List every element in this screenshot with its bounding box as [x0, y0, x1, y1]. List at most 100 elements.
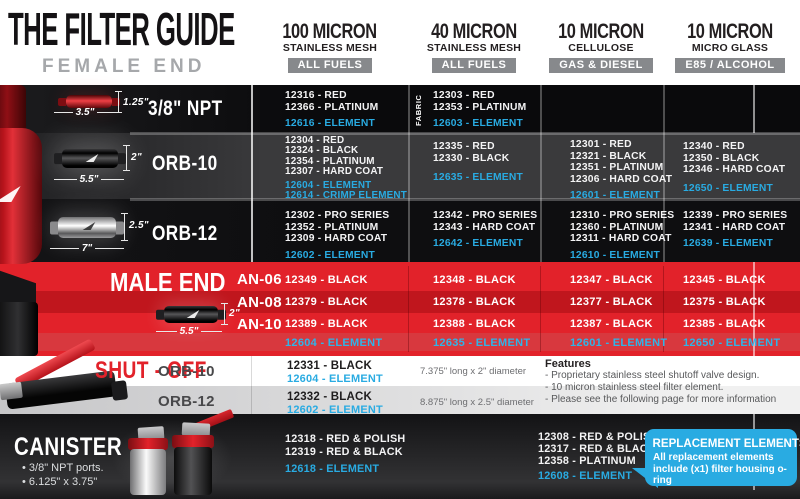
element-part-numbers: 12616 - ELEMENT: [285, 118, 375, 129]
element-part-numbers: 12618 - ELEMENT: [285, 463, 380, 475]
part-numbers: 12342 - PRO SERIES 12343 - HARD COAT: [433, 210, 538, 233]
aeromotive-logo-icon: [186, 310, 200, 319]
part-number: 12388 - BLACK: [433, 318, 516, 330]
part-numbers: 12304 - RED 12324 - BLACK 12354 - PLATIN…: [285, 135, 384, 178]
male-length-label: 5.5": [179, 326, 199, 337]
part-number: 12349 - BLACK: [285, 274, 368, 286]
npt-length-dimension: 3.5": [54, 107, 116, 118]
part-number: 12385 - BLACK: [683, 318, 766, 330]
part-number: 12389 - BLACK: [285, 318, 368, 330]
shutoff-orb10-size: 7.375" long x 2" diameter: [420, 366, 527, 377]
cell-canister-100micron: 12318 - RED & POLISH 12319 - RED & BLACK…: [285, 433, 405, 476]
orb10-filter-image: [62, 149, 118, 168]
part-number: 12378 - BLACK: [433, 296, 516, 308]
female-end-heading: FEMALE END: [42, 56, 206, 77]
fuel-badge: GAS & DIESEL: [549, 58, 653, 73]
part-number: 12332 - BLACK: [287, 391, 373, 403]
column-media: STAINLESS MESH: [282, 42, 378, 54]
element-part-number: 12650 - ELEMENT: [683, 337, 781, 349]
element-part-number: 12635 - ELEMENT: [433, 337, 531, 349]
shutoff-orb12-size: 8.875" long x 2.5" diameter: [420, 397, 534, 408]
column-micron: 100 MICRON: [282, 20, 378, 43]
npt-length-label: 3.5": [75, 107, 95, 118]
replacement-elements-callout: REPLACEMENT ELEMENTS All replacement ele…: [645, 429, 800, 486]
male-element-stripe: [0, 333, 800, 351]
element-part-numbers: 12601 - ELEMENT: [570, 190, 660, 201]
edge-line-male: [753, 262, 755, 356]
element-part-numbers: 12602 - ELEMENT: [285, 249, 375, 261]
orb12-filter-image: [58, 217, 116, 238]
row-npt-bg: [0, 85, 800, 133]
element-part-numbers: 12610 - ELEMENT: [570, 249, 660, 261]
male-filter-image: [164, 306, 218, 323]
page-title: THE FILTER GUIDE: [8, 2, 413, 56]
element-part-numbers: 12608 - ELEMENT: [538, 470, 633, 482]
element-part-number: 12604 - ELEMENT: [285, 337, 383, 349]
part-numbers: 12308 - RED & POLISH 12317 - RED & BLACK…: [538, 431, 659, 467]
cell-orb12-microglass: 12339 - PRO SERIES 12341 - HARD COAT 126…: [683, 210, 787, 250]
part-number: 12377 - BLACK: [570, 296, 653, 308]
element-part-numbers: 12635 - ELEMENT: [433, 172, 523, 183]
orb12-dia-label: 2.5": [129, 220, 149, 231]
part-number: 12348 - BLACK: [433, 274, 516, 286]
cell-orb10-cellulose: 12301 - RED 12321 - BLACK 12351 - PLATIN…: [570, 139, 672, 202]
element-part-numbers: 12642 - ELEMENT: [433, 238, 523, 249]
aeromotive-logo-icon: [82, 222, 95, 231]
element-part-numbers: 12603 - ELEMENT: [433, 118, 523, 129]
part-number: 12347 - BLACK: [570, 274, 653, 286]
element-part-numbers: 12639 - ELEMENT: [683, 238, 773, 249]
orb12-dia-dimension-line: [121, 213, 128, 241]
cell-orb10-40micron: 12335 - RED 12330 - BLACK 12635 - ELEMEN…: [433, 141, 523, 184]
features-heading: Features: [545, 358, 591, 370]
part-number: 12375 - BLACK: [683, 296, 766, 308]
cell-orb10-100micron: 12304 - RED 12324 - BLACK 12354 - PLATIN…: [285, 135, 407, 201]
callout-body: All replacement elements include (x1) fi…: [653, 452, 787, 486]
divider-labels: [251, 85, 253, 262]
npt-filter-image: [66, 95, 112, 108]
row-orb12-bg: [0, 199, 800, 262]
cell-orb12-cellulose: 12310 - PRO SERIES 12360 - PLATINUM 1231…: [570, 210, 674, 261]
orb10-length-dimension: 5.5": [54, 174, 124, 185]
divider-shutoff: [251, 356, 252, 414]
part-numbers: 12340 - RED 12350 - BLACK 12346 - HARD C…: [683, 141, 786, 175]
part-numbers: 12339 - PRO SERIES 12341 - HARD COAT: [683, 210, 788, 233]
fuel-badge: ALL FUELS: [431, 58, 517, 73]
aeromotive-logo-icon: [85, 153, 99, 162]
male-dia-dimension-line: [221, 303, 228, 325]
shutoff-valve-pivot-image: [0, 381, 23, 401]
canister-polish-cap-image: [128, 438, 168, 450]
orb10-dia-label: 2": [131, 152, 142, 163]
divider-male-col2: [540, 266, 541, 352]
shutoff-orb12-label: ORB-12: [158, 393, 215, 410]
shutoff-orb10-label: ORB-10: [158, 363, 215, 380]
divider-male-col1: [408, 266, 409, 352]
canister-black-cap-image: [172, 435, 214, 448]
column-header-10-micron-cellulose: 10 MICRON CELLULOSE GAS & DIESEL: [544, 20, 658, 73]
divider-col2: [540, 85, 542, 262]
column-header-10-micron-glass: 10 MICRON MICRO GLASS E85 / ALCOHOL: [666, 20, 794, 73]
part-numbers: 12335 - RED 12330 - BLACK: [433, 141, 510, 164]
part-numbers: 12318 - RED & POLISH 12319 - RED & BLACK: [285, 433, 406, 458]
callout-title: REPLACEMENT ELEMENTS: [652, 436, 800, 450]
row-label-orb10: ORB-10: [152, 152, 218, 175]
canister-black-image: [174, 447, 212, 495]
row-orb10-bg: [0, 133, 800, 199]
element-part-number: 12602 - ELEMENT: [287, 404, 383, 416]
npt-dia-label: 1.25": [123, 97, 149, 108]
edge-line-top: [753, 85, 755, 133]
label-an06: AN-06: [237, 271, 282, 288]
divider-male-col3: [663, 266, 664, 352]
male-end-heading: MALE END: [110, 267, 226, 297]
cell-orb10-microglass: 12340 - RED 12350 - BLACK 12346 - HARD C…: [683, 141, 785, 194]
row-label-npt: 3/8" NPT: [148, 97, 223, 120]
part-number: 12345 - BLACK: [683, 274, 766, 286]
element-part-number: 12604 - ELEMENT: [287, 373, 383, 385]
orb10-dia-dimension-line: [123, 145, 130, 171]
column-media: MICRO GLASS: [691, 42, 769, 54]
page-title-text: THE FILTER GUIDE: [8, 3, 235, 55]
column-media: STAINLESS MESH: [426, 42, 522, 54]
canister-heading: CANISTER: [14, 433, 123, 461]
part-numbers: 12316 - RED 12366 - PLATINUM: [285, 90, 379, 113]
fabric-note: FABRIC: [414, 94, 423, 126]
element-part-number: 12601 - ELEMENT: [570, 337, 668, 349]
